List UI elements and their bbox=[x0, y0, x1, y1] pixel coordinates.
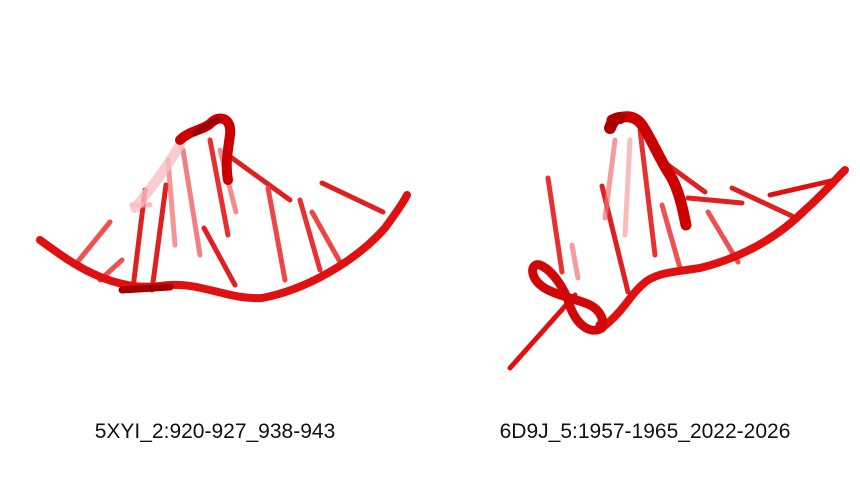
structure-id-label: 5XYI_2:920-927_938-943 bbox=[94, 420, 336, 443]
backbone-strand bbox=[598, 166, 849, 332]
base-stick bbox=[665, 162, 708, 195]
backbone-faint bbox=[130, 140, 185, 213]
base-stick bbox=[729, 185, 795, 219]
base-stick bbox=[659, 202, 683, 271]
rna-cartoon-6d9j bbox=[507, 111, 849, 371]
base-stick bbox=[229, 155, 293, 203]
base-stick bbox=[72, 219, 113, 268]
base-stick bbox=[685, 195, 745, 206]
structure-panel-right: 6D9J_5:1957-1965_2022-2026 bbox=[430, 0, 860, 480]
base-stick bbox=[767, 177, 838, 198]
base-stick bbox=[180, 147, 203, 258]
backbone-loop bbox=[528, 260, 607, 335]
backbone-strand bbox=[36, 191, 411, 303]
backbone-overlap bbox=[118, 283, 174, 294]
base-stick bbox=[297, 197, 323, 273]
base-stick bbox=[265, 185, 288, 283]
hairpin-cap bbox=[604, 112, 626, 134]
base-stick bbox=[602, 137, 618, 221]
base-stick bbox=[201, 225, 238, 288]
base-stick bbox=[622, 137, 633, 238]
base-stick bbox=[319, 180, 386, 215]
hairpin-shadow bbox=[192, 117, 221, 136]
base-stick bbox=[309, 209, 343, 265]
base-stick bbox=[149, 182, 169, 293]
base-stick bbox=[569, 242, 581, 281]
hairpin-loop bbox=[606, 111, 692, 231]
structure-id-label: 6D9J_5:1957-1965_2022-2026 bbox=[499, 420, 791, 443]
rna-cartoon-5xyi bbox=[36, 113, 411, 303]
structure-panel-left: 5XYI_2:920-927_938-943 bbox=[36, 113, 411, 443]
base-stick bbox=[165, 157, 178, 248]
base-stick bbox=[545, 175, 565, 275]
base-stick bbox=[207, 137, 231, 238]
base-stick bbox=[637, 127, 658, 258]
base-stick bbox=[507, 292, 578, 371]
